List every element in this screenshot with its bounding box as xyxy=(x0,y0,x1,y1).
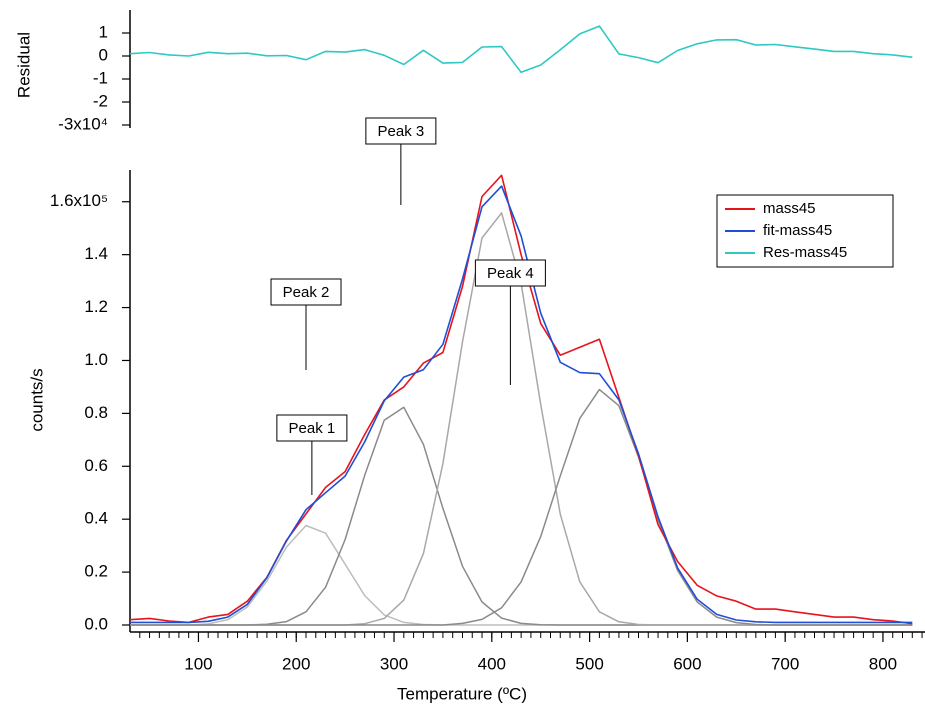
y-tick-label: 1.6x10⁵ xyxy=(50,191,108,210)
y2-tick-label: 1 xyxy=(99,22,108,41)
x-tick-label: 700 xyxy=(771,654,799,673)
y2-tick-label: -1 xyxy=(93,68,108,87)
y-tick-label: 1.2 xyxy=(84,297,108,316)
y-tick-label: 0.6 xyxy=(84,456,108,475)
legend: mass45 fit-mass45 Res-mass45 xyxy=(716,194,894,268)
annotation-box xyxy=(276,414,348,442)
x-tick-label: 200 xyxy=(282,654,310,673)
y-tick-label: 1.4 xyxy=(84,244,108,263)
y2-tick-label: -2 xyxy=(93,91,108,110)
y-tick-label: 0.0 xyxy=(84,614,108,633)
x-tick-label: 400 xyxy=(478,654,506,673)
annotation-text: Peak 1 xyxy=(289,420,336,437)
x-tick-label: 800 xyxy=(869,654,897,673)
y2-tick-label: -3x10⁴ xyxy=(58,114,108,133)
y-tick-label: 0.4 xyxy=(84,509,108,528)
annotation-box xyxy=(365,117,437,145)
x-tick-label: 300 xyxy=(380,654,408,673)
y-tick-label: 1.0 xyxy=(84,350,108,369)
y2-axis-label: Residual xyxy=(14,32,33,98)
annotation-box xyxy=(474,259,546,287)
peak-curve xyxy=(130,388,913,626)
y-tick-label: 0.8 xyxy=(84,403,108,422)
x-axis-label: Temperature (ºC) xyxy=(397,684,527,703)
peak-curve xyxy=(130,406,913,626)
x-tick-label: 500 xyxy=(575,654,603,673)
annotation-box xyxy=(270,278,342,306)
legend-label: mass45 xyxy=(763,200,816,217)
x-tick-label: 600 xyxy=(673,654,701,673)
annotation-text: Peak 4 xyxy=(487,265,534,282)
legend-label: Res-mass45 xyxy=(763,244,847,261)
annotation-text: Peak 2 xyxy=(283,284,330,301)
annotation-text: Peak 3 xyxy=(378,123,425,140)
series-line xyxy=(130,185,913,624)
y-tick-label: 0.2 xyxy=(84,562,108,581)
legend-label: fit-mass45 xyxy=(763,222,832,239)
y2-tick-label: 0 xyxy=(99,45,108,64)
peak-curve xyxy=(130,524,913,626)
x-tick-label: 100 xyxy=(184,654,212,673)
y-axis-label: counts/s xyxy=(27,368,46,431)
series-line xyxy=(129,25,913,74)
